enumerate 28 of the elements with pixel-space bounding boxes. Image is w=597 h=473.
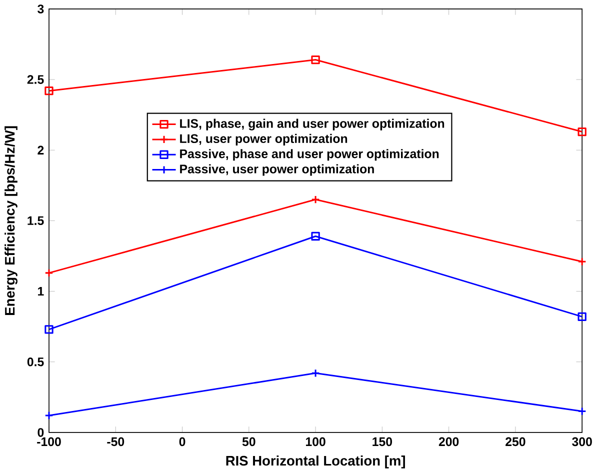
y-tick-label: 2.5 — [27, 75, 44, 84]
legend-label: Passive, user power optimization — [180, 164, 374, 176]
legend-label: LIS, phase, gain and user power optimization — [180, 118, 444, 130]
x-tick-label: 100 — [306, 437, 326, 446]
x-tick-label: 50 — [242, 437, 256, 446]
y-tick-label: 1.5 — [28, 216, 44, 226]
legend-label: LIS, user power optimization — [180, 134, 348, 146]
y-tick-label: 2 — [38, 146, 44, 154]
y-tick-label: 0.5 — [27, 358, 44, 366]
x-tick-label: 200 — [438, 437, 459, 446]
y-tick-label: 3 — [38, 4, 44, 14]
y-axis-title: Energy Efficiency [bps/Hz/W] — [4, 126, 18, 315]
point — [578, 127, 586, 136]
point — [44, 325, 54, 334]
x-tick-label: 150 — [372, 437, 392, 446]
point — [44, 86, 54, 96]
x-tick-label: -100 — [37, 437, 61, 446]
point — [311, 55, 320, 64]
x-tick-label: -50 — [107, 437, 124, 446]
point — [311, 232, 320, 241]
x-tick-label: 0 — [179, 437, 186, 446]
legend-label: Passive, phase and user power optimization — [180, 149, 439, 161]
y-tick-label: 1 — [38, 287, 44, 296]
x-tick-label: 300 — [572, 437, 592, 446]
x-tick-label: 250 — [506, 437, 526, 446]
point — [578, 312, 586, 322]
x-axis-title: RIS Horizontal Location [m] — [226, 456, 405, 468]
y-tick-label: 0 — [38, 428, 44, 437]
